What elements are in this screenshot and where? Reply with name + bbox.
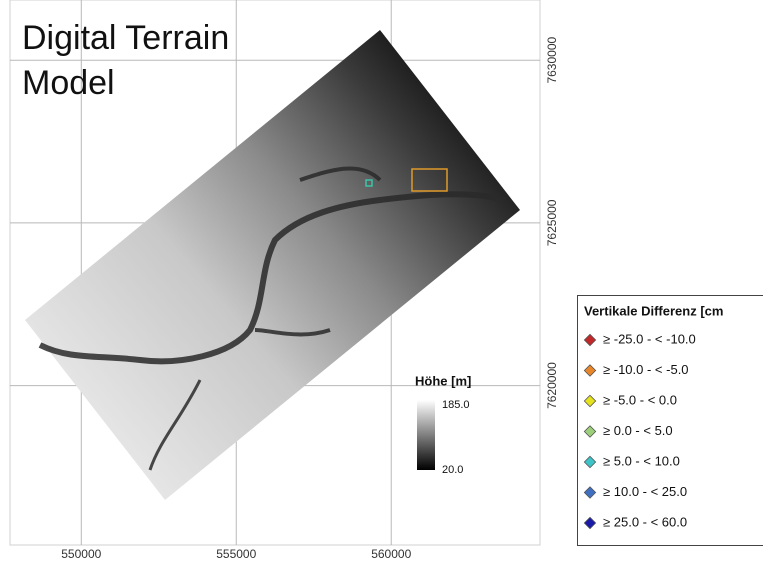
legend-label: ≥ -10.0 - < -5.0 bbox=[603, 362, 689, 377]
map-figure: Digital Terrain Model 550000 555000 560000… bbox=[0, 0, 763, 563]
map-title: Digital Terrain bbox=[22, 19, 229, 57]
legend-label: ≥ 25.0 - < 60.0 bbox=[603, 514, 687, 529]
elevation-ramp bbox=[417, 400, 435, 470]
legend-label: 20.0 bbox=[442, 464, 463, 476]
legend-label: ≥ -25.0 - < -10.0 bbox=[603, 331, 696, 346]
map-title: Model bbox=[22, 64, 115, 102]
y-tick-label: 7620000 bbox=[545, 362, 559, 409]
y-tick-label: 7625000 bbox=[545, 199, 559, 246]
x-tick-label: 550000 bbox=[61, 547, 101, 561]
x-tick-label: 555000 bbox=[216, 547, 256, 561]
legend-label: ≥ -5.0 - < 0.0 bbox=[603, 392, 677, 407]
legend-label: ≥ 0.0 - < 5.0 bbox=[603, 423, 673, 438]
legend-title: Vertikale Differenz [cm bbox=[584, 303, 723, 318]
x-tick-label: 560000 bbox=[371, 547, 411, 561]
y-tick-label: 7630000 bbox=[545, 37, 559, 84]
legend-label: ≥ 10.0 - < 25.0 bbox=[603, 484, 687, 499]
legend-label: ≥ 5.0 - < 10.0 bbox=[603, 453, 680, 468]
legend-label: 185.0 bbox=[442, 399, 470, 411]
legend-title: Höhe [m] bbox=[415, 373, 471, 388]
